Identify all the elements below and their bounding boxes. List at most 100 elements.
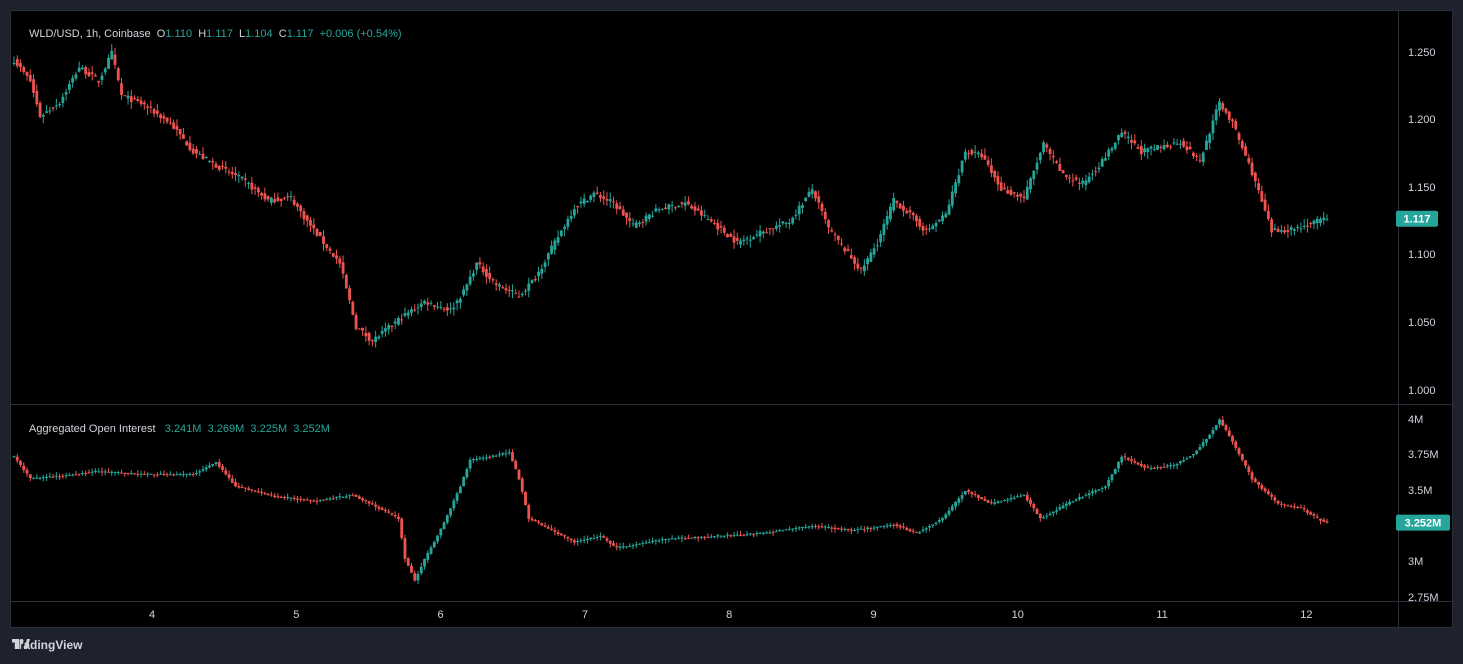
candle [374,501,378,511]
candle [944,211,948,219]
candle-body [895,524,899,527]
candle [934,521,938,526]
candle-body [781,530,785,532]
candle [1042,140,1045,155]
candle-body [840,243,843,245]
candle [97,468,101,473]
candle-body [351,301,355,315]
candle-body [950,506,954,511]
candle-body [882,525,886,527]
candle [628,211,632,228]
candle-body [185,473,189,475]
candle [214,161,218,168]
candle-body [1165,465,1169,467]
candle-body [1091,491,1094,494]
candle [654,538,658,545]
candle [716,218,720,236]
tradingview-branding[interactable]: TradingView [12,638,82,652]
candle [999,176,1003,192]
candle-body [393,514,397,517]
candle [976,494,980,501]
candle [380,326,384,338]
candle [1237,131,1241,145]
candle [214,461,218,467]
y-tick-label: 1.250 [1408,47,1436,59]
candle-body [859,267,863,269]
candle-body [133,473,136,475]
candle-body [1110,474,1114,481]
candle-body [934,222,938,227]
candle [768,530,772,535]
x-tick-label: 10 [1012,609,1024,621]
candle [748,234,752,248]
candle [113,471,117,476]
candle-body [673,538,677,540]
indicator-name: Aggregated Open Interest [29,423,156,435]
candle [465,283,469,297]
candle-body [902,205,905,211]
candle-body [817,526,821,528]
candle [801,526,804,531]
candle [227,470,231,481]
candle-body [123,95,127,97]
candle-body [1309,512,1313,515]
candle-body [146,473,149,475]
candle [902,522,905,530]
candle-body [162,116,166,119]
candle [1221,416,1225,427]
candle-body [403,313,407,316]
candle-body [478,262,482,265]
y-tick-label: 3M [1408,556,1423,568]
candle-body [1126,457,1130,460]
candle [221,464,224,473]
chart-frame[interactable]: 1.250 1.200 1.150 1.100 1.050 1.000 1.117 4M 3.7… [10,10,1454,629]
candle-body [276,496,280,498]
candle [1214,104,1218,126]
candle [64,88,68,101]
chart-canvas[interactable]: 1.2501.2001.1501.1001.0501.0001.1174M3.7… [11,11,1454,629]
high-label: H [198,28,207,40]
candle [432,540,436,549]
candle-body [908,210,912,213]
candle-body [644,215,648,222]
candle-body [393,321,397,324]
candle [843,246,847,255]
candle-body [1003,500,1006,502]
candle-body [64,92,68,95]
candle-body [696,537,700,539]
candle [452,302,456,316]
candle-body [501,287,505,289]
candle-body [103,471,107,473]
candle [703,535,707,541]
candle [1029,176,1032,194]
candle [1165,141,1169,149]
candle-body [198,471,202,473]
candle [1061,169,1065,174]
candle [1237,447,1241,457]
candle-body [426,302,430,305]
candle-body [309,220,312,226]
candle [524,491,527,506]
candle-body [309,500,312,502]
candle [1091,169,1094,181]
candle-body [758,230,762,237]
candle-body [1234,121,1238,130]
candle-body [1283,230,1287,233]
candle [872,525,876,531]
candle [546,524,550,530]
candle [1182,456,1186,463]
candle-body [872,248,876,255]
candle [1133,458,1137,465]
candle-body [530,279,534,283]
candle [475,455,479,462]
candle-body [436,306,439,308]
candle-body [501,453,505,455]
candle-body [595,536,599,538]
candle-body [843,247,847,252]
candle-body [742,534,746,536]
candle-body [1260,191,1264,202]
candle-body [937,219,941,222]
candle-body [94,470,97,473]
candle-body [976,152,980,155]
candle [32,476,35,480]
